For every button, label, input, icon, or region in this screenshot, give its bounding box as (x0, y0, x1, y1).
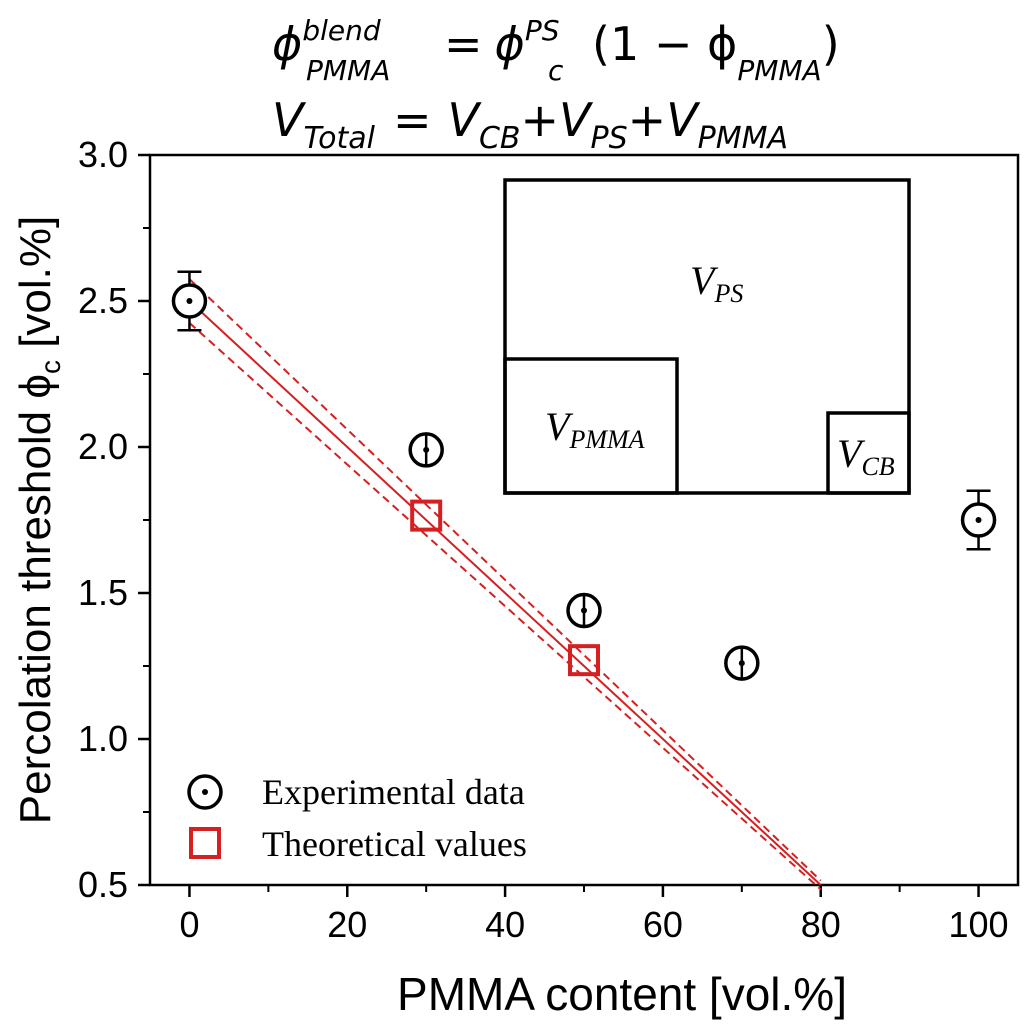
legend-experimental-marker (187, 774, 223, 810)
eq2-plus-2: + (628, 93, 667, 147)
x-axis-ticks: 0 20 40 60 80 100 (179, 885, 1009, 945)
y-axis-label: Percolation threshold ϕc [vol.%] (11, 216, 66, 825)
y-axis-ticks: 0.5 1.0 1.5 2.0 2.5 3.0 (78, 134, 150, 905)
inset-pmma-box (503, 357, 679, 495)
eq2-v-cb: V (447, 93, 482, 147)
y-axis-label-sub: c (35, 360, 66, 374)
eq1-lhs-base: ϕ (272, 17, 302, 71)
inset-cb-box (826, 411, 911, 495)
svg-text:VTotal=VCB+VPS+VPMMA: VTotal = VCB+VPS+VPMMA (272, 93, 788, 156)
inset-pmma-label: VPMMA (545, 404, 645, 454)
eq2-v-pmma-sub: PMMA (698, 121, 788, 156)
y-tick-label: 2.5 (78, 280, 128, 321)
x-tick-label: 20 (327, 904, 367, 945)
x-axis-label: PMMA content [vol.%] (397, 968, 847, 1020)
y-axis-label-tail: [vol.%] (11, 216, 60, 360)
experimental-marker-dot (186, 298, 193, 304)
eq2-v-pmma: V (666, 93, 701, 147)
inset-ps-box (503, 178, 911, 495)
fit-lines (188, 278, 822, 891)
eq1-rhs-sup: PS (525, 14, 560, 47)
eq1-lhs-sub: PMMA (306, 54, 390, 87)
equation-line-2: VTotal = VCB+VPS+VPMMA (272, 93, 788, 156)
experimental-marker-dot (975, 517, 982, 523)
legend-theoretical-marker (189, 827, 221, 859)
eq2-v-cb-sub: CB (479, 121, 521, 156)
experimental-point (960, 489, 997, 551)
eq1-equals: = (444, 17, 483, 71)
legend-theoretical-label: Theoretical values (262, 824, 527, 864)
eq2-v-total: V (272, 93, 307, 147)
y-tick-label: 2.0 (78, 426, 128, 467)
theoretical-point (410, 499, 443, 532)
y-tick-label: 0.5 (78, 864, 128, 905)
eq2-v-ps: V (559, 93, 594, 147)
experimental-point (408, 432, 444, 468)
experimental-point (566, 592, 602, 629)
legend: Experimental data Theoretical values (187, 772, 527, 864)
eq1-rhs-sub: c (548, 54, 564, 87)
fit-line-lower-bound (188, 322, 822, 891)
fit-line-upper-bound (188, 278, 822, 882)
x-tick-label: 100 (949, 904, 1009, 945)
eq2-plus-1: + (520, 93, 559, 147)
x-tick-label: 60 (643, 904, 683, 945)
experimental-series (171, 270, 997, 681)
experimental-point (171, 270, 208, 332)
eq2-equals: = (393, 93, 432, 147)
eq1-lhs-sup: blend (302, 14, 381, 47)
x-tick-label: 0 (179, 904, 199, 945)
inset-ps-label: VPS (690, 258, 743, 308)
y-tick-label: 3.0 (78, 134, 128, 175)
y-tick-label: 1.0 (78, 718, 128, 759)
fit-line-center (188, 300, 822, 886)
eq1-rhs-rest: (1 − ϕ (592, 17, 737, 71)
eq2-v-ps-sub: PS (591, 121, 628, 156)
eq2-v-total-sub: Total (303, 121, 375, 156)
eq1-rhs-close: ) (822, 17, 840, 71)
eq1-rhs-sub2: PMMA (737, 54, 821, 87)
inset-cb-label: VCB (837, 431, 895, 481)
eq1-rhs-base: ϕ (495, 17, 525, 71)
theoretical-point (568, 644, 600, 677)
equation-line-1: ϕblend PMMA = ϕPS c (1 − ϕPMMA) (272, 14, 840, 87)
experimental-point (724, 645, 760, 681)
x-tick-label: 80 (801, 904, 841, 945)
inset-diagram: VPS VPMMA VCB (503, 178, 911, 495)
y-axis-label-main: Percolation threshold ϕ (11, 374, 60, 824)
legend-experimental-label: Experimental data (262, 772, 525, 812)
x-tick-label: 40 (485, 904, 525, 945)
theoretical-series (410, 499, 600, 677)
y-tick-label: 1.5 (78, 572, 128, 613)
